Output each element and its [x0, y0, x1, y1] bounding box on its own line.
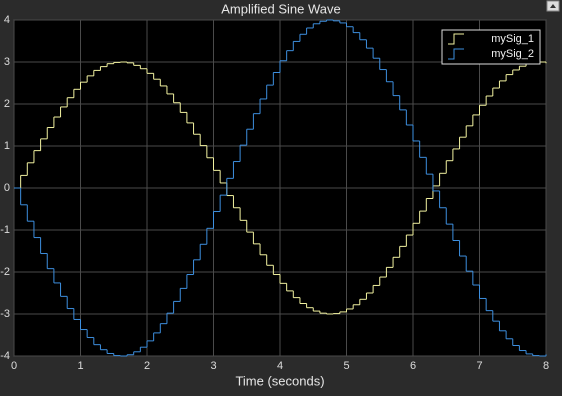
y-tick-label: 4: [4, 14, 10, 26]
y-tick-label: 2: [4, 98, 10, 110]
x-tick-label: 7: [476, 360, 482, 372]
legend-label: mySig_1: [491, 33, 534, 45]
y-tick-label: -2: [0, 266, 10, 278]
x-tick-label: 3: [210, 360, 216, 372]
y-tick-label: 1: [4, 140, 10, 152]
x-tick-label: 2: [144, 360, 150, 372]
legend-box: [441, 29, 541, 65]
series-line: [14, 19, 547, 357]
x-tick-label: 5: [343, 360, 349, 372]
x-tick-label: 1: [77, 360, 83, 372]
y-tick-label: -4: [0, 350, 10, 362]
y-tick-label: 0: [4, 182, 10, 194]
y-tick-label: -1: [0, 224, 10, 236]
x-tick-label: 8: [543, 360, 549, 372]
y-tick-label: 3: [4, 56, 10, 68]
legend-swatch: [448, 33, 464, 45]
undock-icon[interactable]: [546, 0, 560, 12]
x-tick-label: 0: [11, 360, 17, 372]
x-tick-label: 6: [410, 360, 416, 372]
series-line: [14, 61, 547, 315]
y-tick-label: -3: [0, 308, 10, 320]
chart-title: Amplified Sine Wave: [221, 1, 340, 16]
x-tick-label: 4: [277, 360, 283, 372]
x-axis-label: Time (seconds): [235, 373, 324, 388]
legend-swatch: [448, 48, 464, 60]
legend-label: mySig_2: [491, 48, 534, 60]
